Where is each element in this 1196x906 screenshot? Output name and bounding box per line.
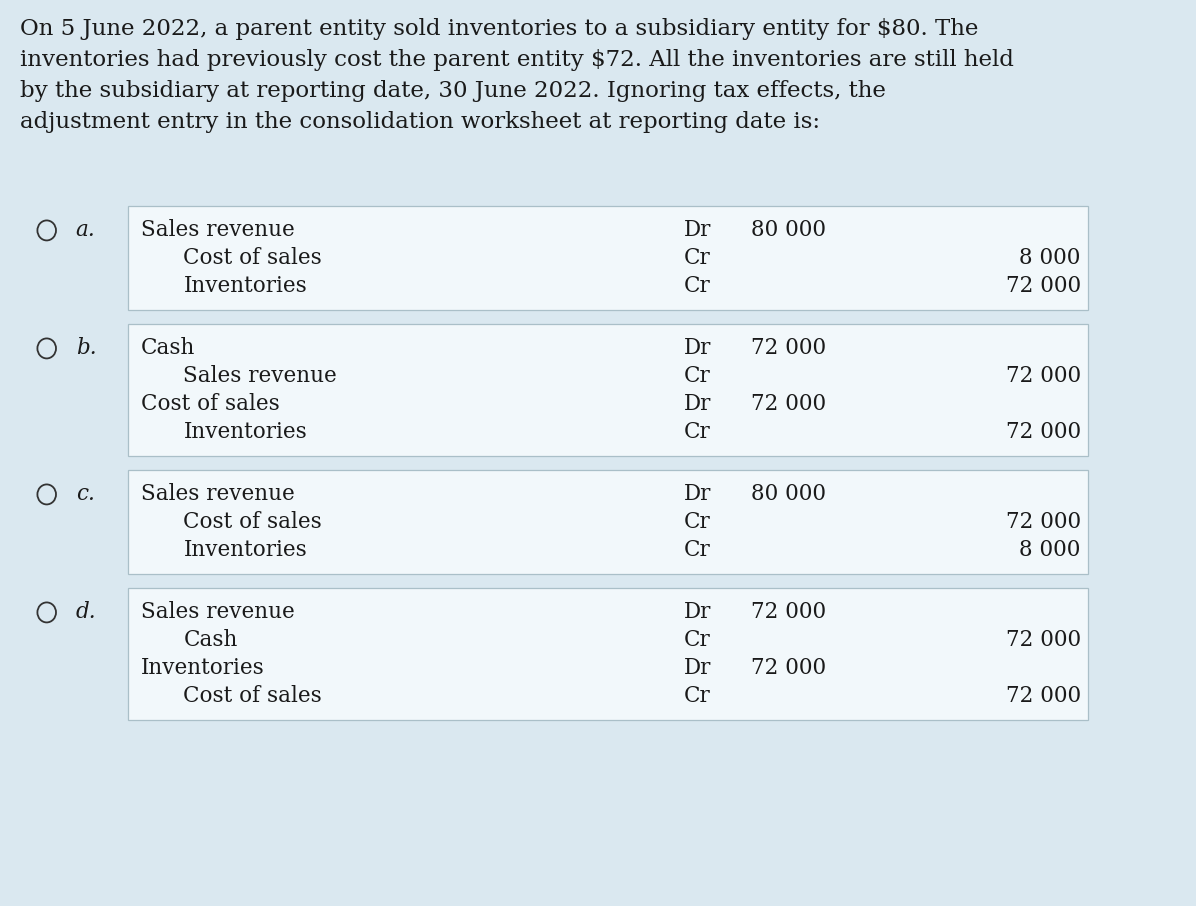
Text: Cost of sales: Cost of sales [183,511,322,534]
Text: Cr: Cr [684,365,710,388]
Text: Dr: Dr [684,602,712,623]
Text: Dr: Dr [684,337,712,360]
Text: 72 000: 72 000 [751,337,825,360]
Text: Cost of sales: Cost of sales [183,247,322,269]
Text: Dr: Dr [684,484,712,506]
Text: Inventories: Inventories [141,658,266,680]
FancyBboxPatch shape [128,207,1087,311]
Text: Dr: Dr [684,658,712,680]
Text: 72 000: 72 000 [751,393,825,416]
Text: d.: d. [75,602,96,623]
Text: 72 000: 72 000 [1006,421,1081,443]
Text: Cost of sales: Cost of sales [141,393,280,416]
Text: 72 000: 72 000 [1006,686,1081,708]
FancyBboxPatch shape [128,324,1087,457]
Text: 72 000: 72 000 [751,602,825,623]
Text: 72 000: 72 000 [1006,275,1081,297]
Text: Sales revenue: Sales revenue [141,484,295,506]
Text: Cr: Cr [684,275,710,297]
Text: Cash: Cash [183,630,238,651]
Text: Cr: Cr [684,247,710,269]
Text: Cash: Cash [141,337,196,360]
Text: Cr: Cr [684,511,710,534]
Text: Inventories: Inventories [183,275,307,297]
Text: 72 000: 72 000 [1006,365,1081,388]
Text: Sales revenue: Sales revenue [141,219,295,241]
FancyBboxPatch shape [128,588,1087,720]
Text: a.: a. [75,219,96,241]
Text: 8 000: 8 000 [1019,539,1081,562]
Text: Inventories: Inventories [183,421,307,443]
Text: Cr: Cr [684,421,710,443]
Text: Cr: Cr [684,630,710,651]
FancyBboxPatch shape [128,470,1087,574]
Text: 80 000: 80 000 [751,484,825,506]
Text: 80 000: 80 000 [751,219,825,241]
Text: c.: c. [75,484,94,506]
Text: Sales revenue: Sales revenue [141,602,295,623]
Text: Cr: Cr [684,539,710,562]
Text: 72 000: 72 000 [1006,630,1081,651]
Text: Sales revenue: Sales revenue [183,365,337,388]
Text: 8 000: 8 000 [1019,247,1081,269]
Text: Inventories: Inventories [183,539,307,562]
Text: Dr: Dr [684,393,712,416]
Text: Dr: Dr [684,219,712,241]
Text: 72 000: 72 000 [751,658,825,680]
Text: b.: b. [75,337,96,360]
Text: On 5 June 2022, a parent entity sold inventories to a subsidiary entity for $80.: On 5 June 2022, a parent entity sold inv… [20,18,1014,132]
Text: Cost of sales: Cost of sales [183,686,322,708]
Text: Cr: Cr [684,686,710,708]
Text: 72 000: 72 000 [1006,511,1081,534]
